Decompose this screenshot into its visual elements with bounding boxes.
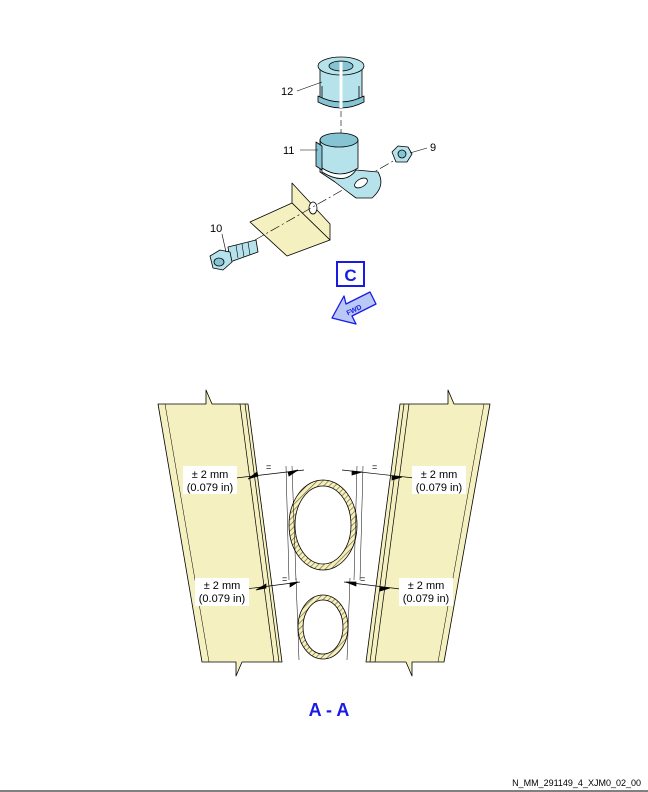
dimension-imperial: (0.079 in) [199, 593, 245, 605]
equal-mark-3: = [282, 574, 287, 584]
dimension-imperial: (0.079 in) [416, 482, 462, 494]
dimension-tolerance: ± 2 mm [204, 580, 241, 592]
dimension-label-upper-left: ± 2 mm (0.079 in) [183, 466, 237, 494]
view-label-text: C [344, 266, 356, 285]
right-panel-section [365, 389, 491, 677]
equal-mark-1: = [266, 462, 271, 472]
callout-9: 9 [430, 142, 436, 154]
dimension-tolerance: ± 2 mm [192, 469, 229, 481]
forward-arrow-icon: FWD [331, 291, 377, 325]
mounting-bracket-panel [249, 182, 331, 257]
dimension-tolerance: ± 2 mm [408, 580, 445, 592]
dimension-label-upper-right: ± 2 mm (0.079 in) [412, 466, 466, 494]
callout-10: 10 [210, 223, 222, 235]
exploded-view: 12 11 9 10 C FWD [209, 56, 436, 325]
pipe-section-upper [288, 479, 358, 571]
equal-mark-4: = [360, 574, 365, 584]
bracket-side-face [249, 202, 331, 257]
callout-12: 12 [281, 86, 293, 98]
view-label-c: C [336, 261, 365, 287]
dimension-imperial: (0.079 in) [403, 593, 449, 605]
section-title: A - A [309, 700, 350, 720]
dimension-tolerance: ± 2 mm [421, 469, 458, 481]
callout-11: 11 [283, 145, 294, 157]
left-panel-section [157, 389, 283, 677]
rubber-bush [317, 56, 365, 109]
callout-leader-9 [409, 147, 428, 154]
hex-bolt [209, 239, 259, 271]
callout-leader-10 [221, 233, 227, 253]
callout-leader-12 [296, 81, 323, 92]
dimension-extension-lines [285, 465, 364, 661]
section-view: = = = = ± 2 mm (0.079 in) ± 2 mm (0.079 … [157, 389, 491, 720]
dimension-arrows [235, 469, 415, 592]
dimension-label-lower-right: ± 2 mm (0.079 in) [399, 578, 453, 606]
dimension-label-lower-left: ± 2 mm (0.079 in) [195, 578, 249, 606]
pipe-section-lower [297, 594, 349, 660]
hex-nut [391, 145, 413, 163]
p-clip [315, 132, 382, 199]
equal-mark-2: = [372, 462, 377, 472]
bracket-hole [308, 201, 318, 215]
reference-code: N_MM_291149_4_XJM0_02_00 [512, 778, 641, 788]
dimension-imperial: (0.079 in) [187, 482, 233, 494]
